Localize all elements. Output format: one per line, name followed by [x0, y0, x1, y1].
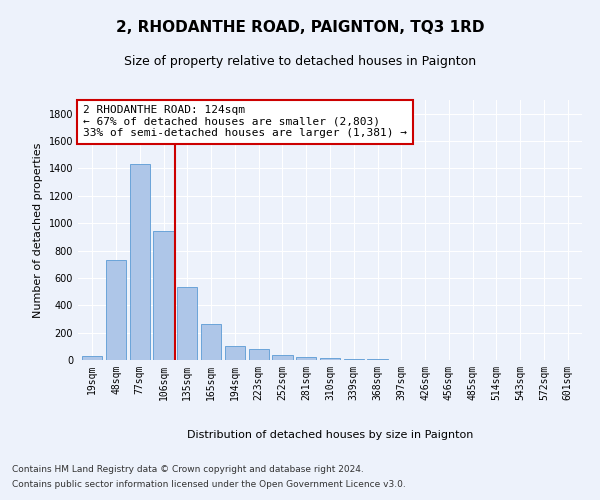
- Bar: [177, 288, 197, 360]
- Text: 2, RHODANTHE ROAD, PAIGNTON, TQ3 1RD: 2, RHODANTHE ROAD, PAIGNTON, TQ3 1RD: [116, 20, 484, 35]
- Text: Contains HM Land Registry data © Crown copyright and database right 2024.: Contains HM Land Registry data © Crown c…: [12, 465, 364, 474]
- Y-axis label: Number of detached properties: Number of detached properties: [33, 142, 43, 318]
- Text: Contains public sector information licensed under the Open Government Licence v3: Contains public sector information licen…: [12, 480, 406, 489]
- Bar: [320, 358, 340, 360]
- Bar: [225, 346, 245, 360]
- Bar: [248, 349, 269, 360]
- Bar: [296, 356, 316, 360]
- Bar: [154, 232, 173, 360]
- Bar: [106, 260, 126, 360]
- Bar: [130, 164, 150, 360]
- Text: 2 RHODANTHE ROAD: 124sqm
← 67% of detached houses are smaller (2,803)
33% of sem: 2 RHODANTHE ROAD: 124sqm ← 67% of detach…: [83, 105, 407, 138]
- Text: Distribution of detached houses by size in Paignton: Distribution of detached houses by size …: [187, 430, 473, 440]
- Bar: [201, 324, 221, 360]
- Text: Size of property relative to detached houses in Paignton: Size of property relative to detached ho…: [124, 55, 476, 68]
- Bar: [272, 355, 293, 360]
- Bar: [82, 356, 103, 360]
